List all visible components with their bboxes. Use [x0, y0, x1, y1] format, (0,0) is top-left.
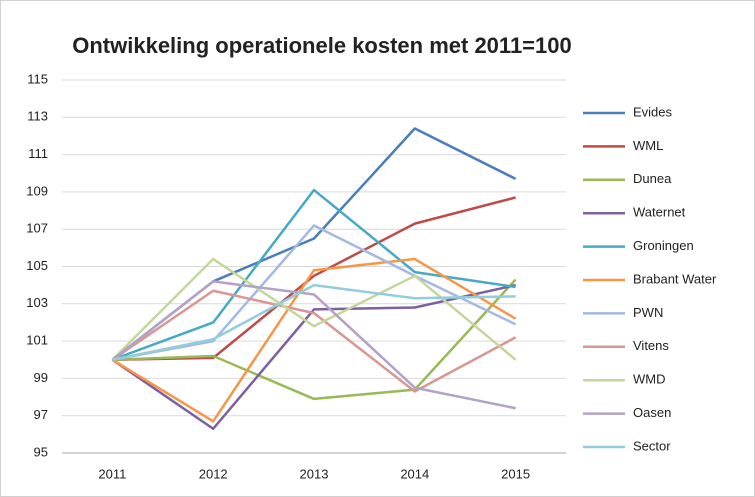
y-tick-label: 103 [26, 295, 48, 310]
series-line [111, 289, 517, 393]
legend-label: Sector [633, 438, 671, 453]
y-tick-label: 101 [26, 333, 48, 348]
y-tick-label: 99 [34, 370, 48, 385]
series-line [111, 188, 516, 361]
y-tick-label: 109 [26, 183, 48, 198]
series-line [111, 280, 516, 410]
series-line [112, 283, 516, 361]
x-tick-label: 2013 [300, 466, 329, 481]
x-tick-label: 2014 [400, 466, 429, 481]
y-tick-label: 107 [26, 221, 48, 236]
legend-label: Waternet [633, 205, 686, 220]
y-tick-label: 105 [26, 258, 48, 273]
y-tick-label: 115 [27, 71, 48, 86]
legend-label: Brabant Water [633, 271, 717, 286]
x-tick-label: 2011 [98, 466, 126, 481]
y-tick-label: 111 [28, 146, 48, 161]
y-tick-label: 95 [34, 444, 48, 459]
series-line [111, 257, 517, 361]
legend-label: Vitens [633, 338, 669, 353]
x-tick-label: 2015 [501, 466, 530, 481]
series-line [112, 278, 517, 401]
x-tick-label: 2012 [199, 466, 228, 481]
series-line [111, 257, 517, 423]
legend-label: WMD [633, 372, 666, 387]
y-tick-label: 113 [27, 109, 48, 124]
legend-label: Oasen [633, 405, 671, 420]
legend-label: WML [633, 138, 663, 153]
legend-label: Groningen [633, 238, 694, 253]
chart-title: Ontwikkeling operationele kosten met 201… [72, 33, 571, 58]
legend-label: Dunea [633, 171, 672, 186]
series-line [111, 283, 516, 431]
legend-label: Evides [633, 104, 673, 119]
y-tick-label: 97 [34, 407, 48, 422]
legend-label: PWN [633, 305, 663, 320]
